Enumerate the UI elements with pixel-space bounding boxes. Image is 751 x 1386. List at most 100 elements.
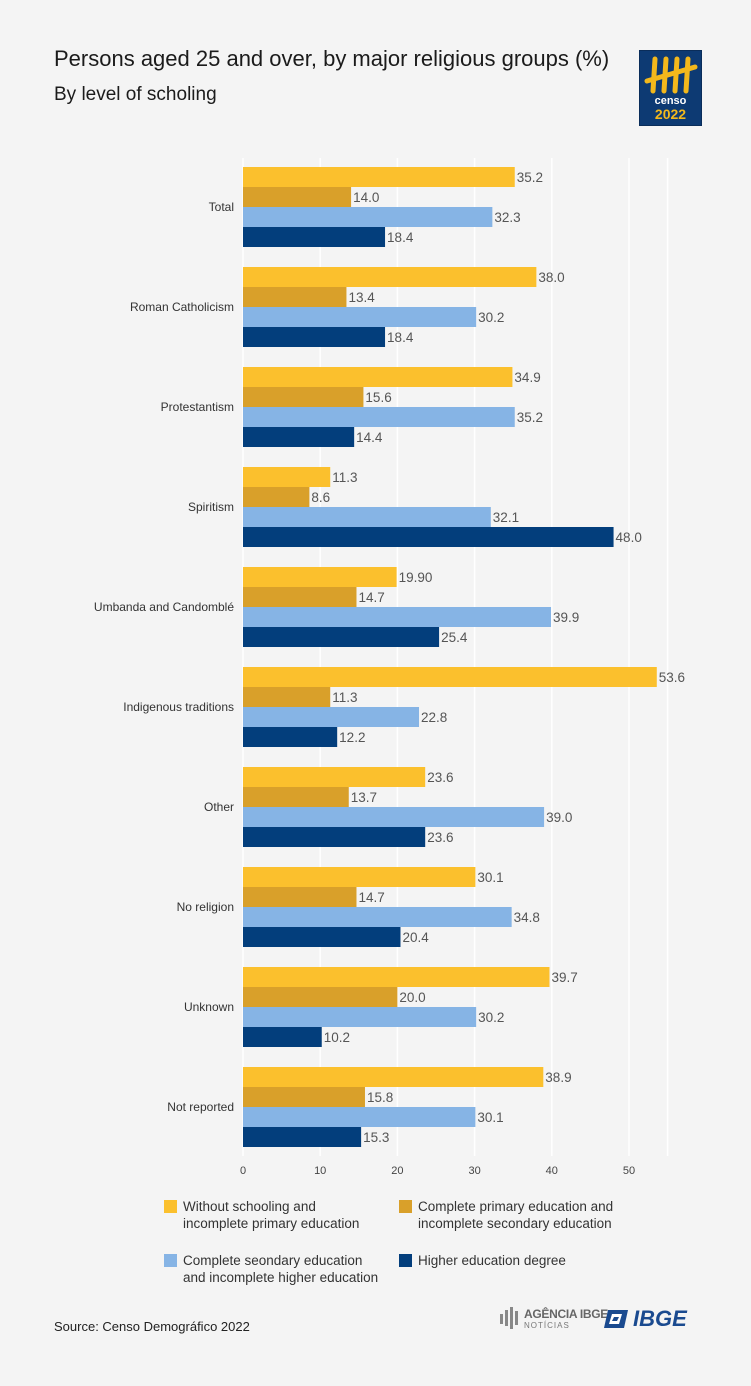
bar-series-3: [243, 407, 515, 427]
bar-value-label: 35.2: [517, 170, 543, 185]
bar-series-3: [243, 207, 493, 227]
bar-value-label: 14.0: [353, 190, 379, 205]
bar-value-label: 13.7: [351, 790, 377, 805]
chart-title: Persons aged 25 and over, by major relig…: [54, 46, 610, 71]
legend-item-series-2: Complete primary education and incomplet…: [399, 1198, 613, 1232]
bar-value-label: 39.7: [551, 970, 577, 985]
bar-series-1: [243, 267, 537, 287]
bar-value-label: 39.9: [553, 610, 579, 625]
bar-series-2: [243, 687, 331, 707]
source-note: Source: Censo Demográfico 2022: [54, 1319, 250, 1334]
category-label: Protestantism: [161, 400, 234, 414]
legend-label-series-3: Complete seondary education and incomple…: [183, 1253, 379, 1285]
x-tick-label: 20: [391, 1165, 403, 1177]
agencia-line-2: NOTÍCIAS: [524, 1320, 570, 1330]
bar-value-label: 15.6: [365, 390, 391, 405]
bar-value-label: 34.9: [514, 370, 540, 385]
bar-series-1: [243, 667, 657, 687]
bar-series-2: [243, 887, 357, 907]
bar-value-label: 32.1: [493, 510, 519, 525]
logo-word-year: 2022: [654, 106, 687, 122]
bar-series-1: [243, 767, 426, 787]
category-label: No religion: [177, 900, 234, 914]
chart-subtitle: By level of scholing: [54, 84, 217, 105]
legend-swatch-series-4: [399, 1254, 412, 1267]
bar-series-1: [243, 867, 476, 887]
bar-series-4: [243, 327, 386, 347]
bar-value-label: 11.3: [332, 690, 357, 705]
bar-value-label: 8.6: [311, 490, 330, 505]
bar-series-4: [243, 1127, 362, 1147]
bar-value-label: 32.3: [494, 210, 520, 225]
bar-value-label: 34.8: [514, 910, 540, 925]
bar-series-1: [243, 467, 331, 487]
bar-series-1: [243, 967, 550, 987]
bar-value-label: 15.3: [363, 1130, 389, 1145]
tally-marks-icon: [644, 56, 698, 94]
ibge-mark-icon: [604, 1310, 628, 1328]
category-label: Roman Catholicism: [130, 300, 234, 314]
bar-series-1: [243, 167, 515, 187]
bar-series-4: [243, 627, 440, 647]
category-label: Other: [204, 800, 234, 814]
bar-chart: 0 10 20 30 40 50 Total 35.2 14.0 32.3 18.4 Roman Ca…: [94, 158, 685, 1177]
legend-swatch-series-3: [164, 1254, 177, 1267]
bar-series-4: [243, 827, 426, 847]
bar-series-2: [243, 987, 398, 1007]
legend-swatch-series-2: [399, 1200, 412, 1213]
bar-value-label: 20.0: [399, 990, 425, 1005]
bar-value-label: 35.2: [517, 410, 543, 425]
bar-series-3: [243, 307, 477, 327]
bar-series-2: [243, 787, 349, 807]
bar-series-4: [243, 727, 338, 747]
bar-value-label: 30.2: [478, 1010, 504, 1025]
bar-value-label: 38.0: [538, 270, 564, 285]
bar-value-label: 18.4: [387, 330, 414, 345]
bar-value-label: 48.0: [616, 530, 642, 545]
legend-label-series-2: Complete primary education and incomplet…: [418, 1199, 614, 1231]
bar-series-3: [243, 607, 552, 627]
category-label: Indigenous traditions: [123, 700, 234, 714]
bar-series-3: [243, 707, 420, 727]
legend-label-series-4: Higher education degree: [418, 1253, 566, 1268]
bar-value-label: 13.4: [348, 290, 375, 305]
bar-value-label: 15.8: [367, 1090, 393, 1105]
bar-value-label: 12.2: [339, 730, 365, 745]
ibge-wordmark: IBGE: [633, 1306, 687, 1331]
bar-series-4: [243, 427, 355, 447]
x-tick-label: 40: [546, 1165, 558, 1177]
bar-value-label: 23.6: [427, 830, 453, 845]
bar-value-label: 11.3: [332, 470, 357, 485]
bar-value-label: 19.90: [399, 570, 433, 585]
legend-label-series-1: Without schooling and incomplete primary…: [183, 1199, 360, 1231]
agencia-ibge-logo: AGÊNCIA IBGE NOTÍCIAS: [499, 1306, 608, 1330]
x-tick-label: 50: [623, 1165, 635, 1177]
bar-value-label: 14.4: [356, 430, 383, 445]
bar-value-label: 38.9: [545, 1070, 571, 1085]
bar-series-3: [243, 1007, 477, 1027]
bar-series-4: [243, 227, 386, 247]
agencia-mark-icon: [500, 1307, 518, 1329]
bar-series-2: [243, 187, 352, 207]
x-tick-label: 0: [240, 1165, 246, 1177]
category-label: Umbanda and Candomblé: [94, 600, 234, 614]
bar-series-2: [243, 587, 357, 607]
bar-series-1: [243, 367, 513, 387]
legend-item-series-4: Higher education degree: [399, 1252, 566, 1269]
bar-series-3: [243, 907, 512, 927]
logo-word-censo: censo: [654, 95, 687, 107]
bar-series-4: [243, 1027, 322, 1047]
legend-swatch-series-1: [164, 1200, 177, 1213]
bar-value-label: 14.7: [358, 590, 384, 605]
legend-item-series-3: Complete seondary education and incomple…: [164, 1252, 378, 1286]
bar-value-label: 30.2: [478, 310, 504, 325]
bar-value-label: 18.4: [387, 230, 414, 245]
bar-value-label: 14.7: [358, 890, 384, 905]
category-label: Spiritism: [188, 500, 234, 514]
category-label: Not reported: [167, 1100, 234, 1114]
bar-value-label: 39.0: [546, 810, 572, 825]
bar-series-2: [243, 1087, 365, 1107]
bar-series-1: [243, 1067, 544, 1087]
x-tick-label: 10: [314, 1165, 326, 1177]
category-label: Unknown: [184, 1000, 234, 1014]
